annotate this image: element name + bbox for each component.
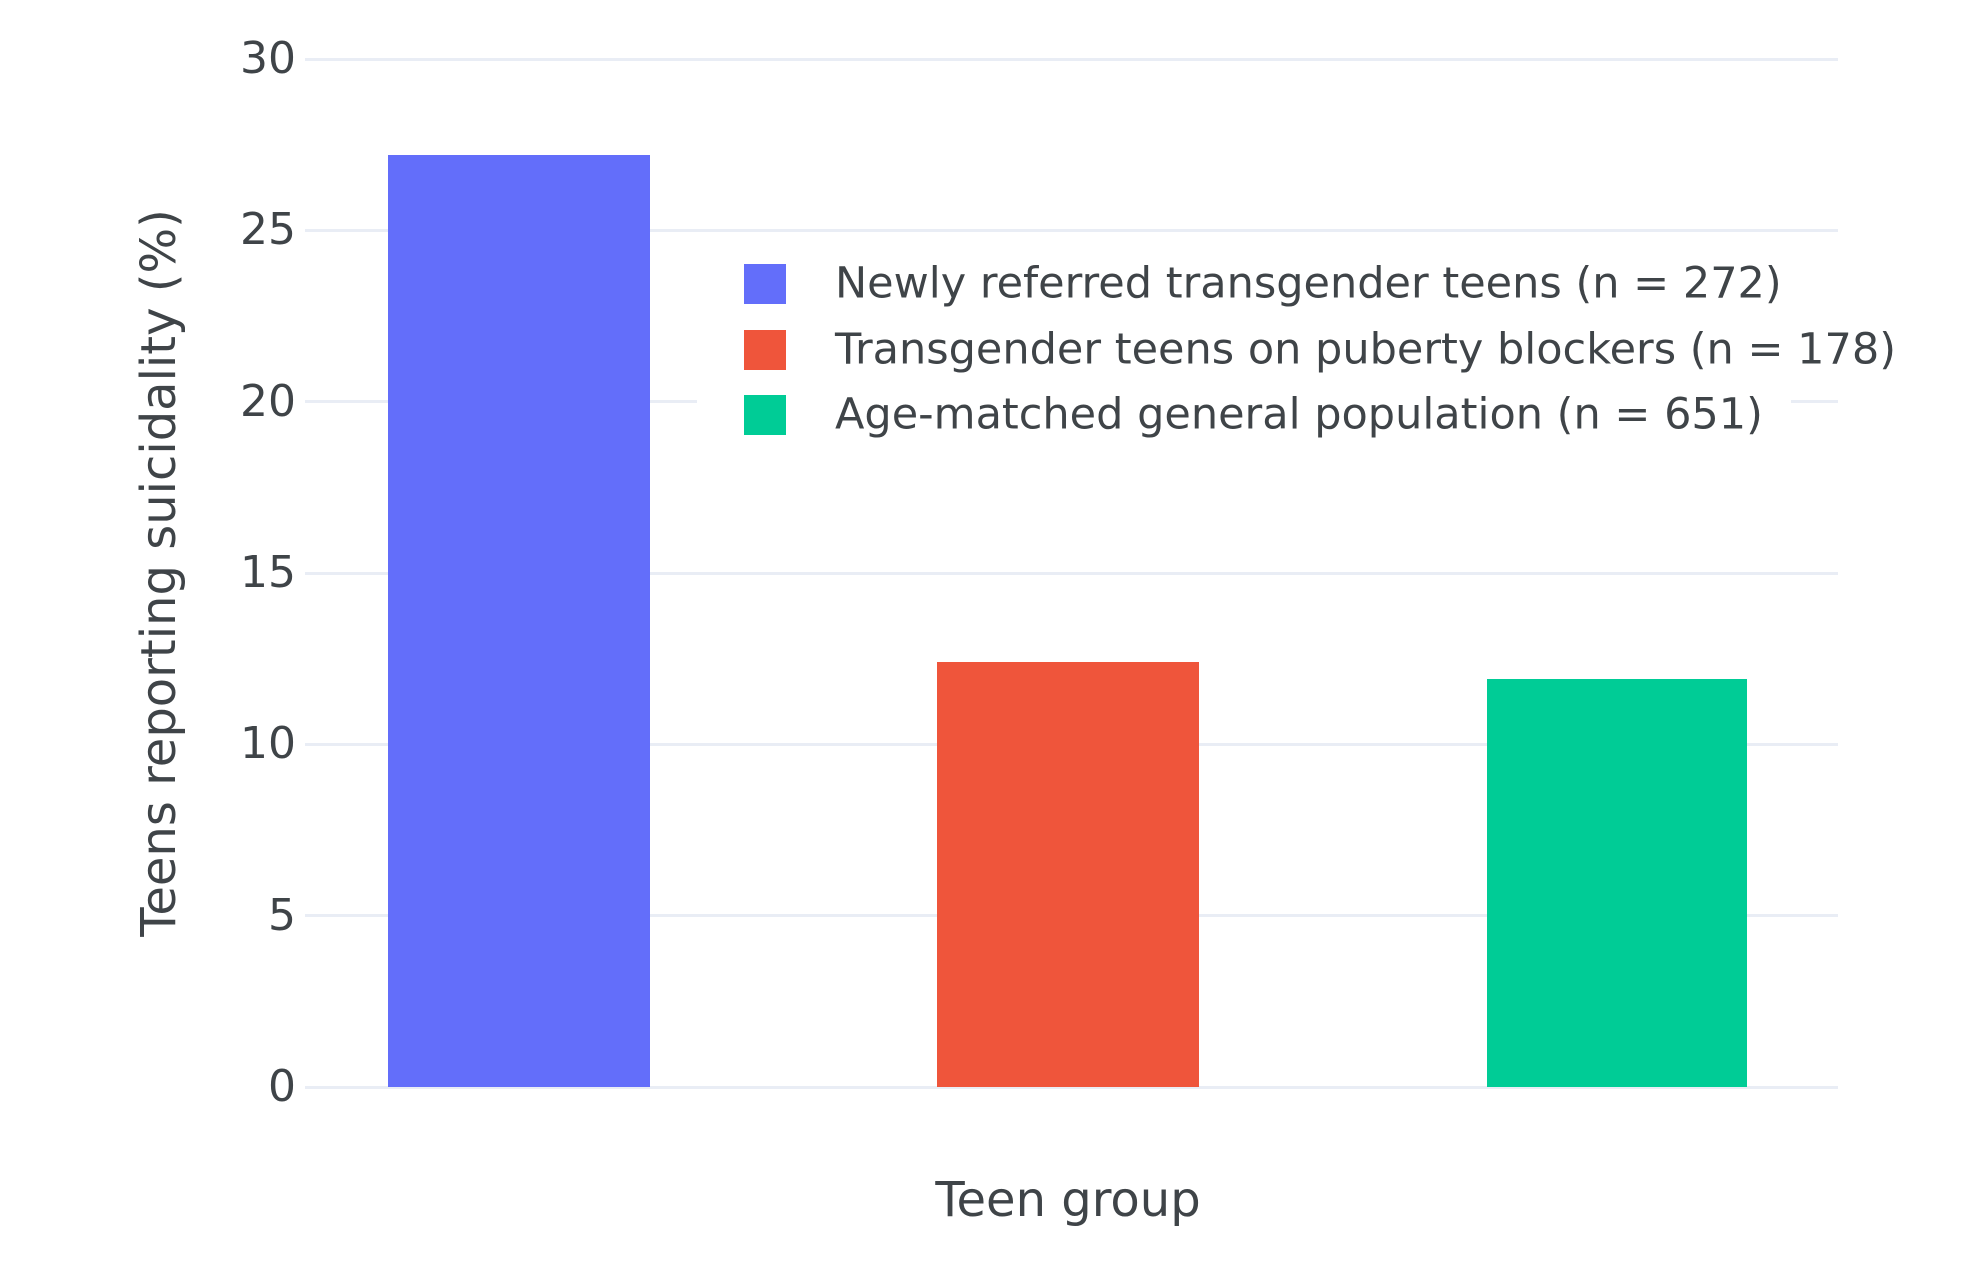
x-axis-zero-line: [305, 1085, 1838, 1089]
legend-item-1[interactable]: Newly referred transgender teens (n = 27…: [697, 258, 1791, 330]
y-tick-label: 0: [268, 1061, 296, 1112]
legend-swatch-icon: [744, 395, 786, 435]
y-tick-label: 20: [240, 375, 296, 427]
legend: Newly referred transgender teens (n = 27…: [697, 248, 1896, 448]
legend-label: Newly referred transgender teens (n = 27…: [835, 258, 1782, 309]
y-axis-title: Teens reporting suicidality (%): [131, 209, 188, 937]
legend-swatch-icon: [744, 264, 786, 304]
legend-label: Transgender teens on puberty blockers (n…: [835, 324, 1897, 374]
y-tick-label: 10: [240, 718, 296, 770]
y-tick-label: 30: [240, 33, 296, 84]
legend-item-3[interactable]: Age-matched general population (n = 651): [697, 389, 1791, 461]
legend-swatch-icon: [744, 329, 786, 370]
y-gridline: [305, 228, 1838, 232]
bar-1[interactable]: [388, 154, 650, 1087]
y-gridline: [305, 57, 1838, 61]
y-gridline: [305, 571, 1838, 575]
legend-label: Age-matched general population (n = 651): [835, 389, 1763, 440]
legend-item-2[interactable]: Transgender teens on puberty blockers (n…: [697, 328, 1896, 396]
bar-2[interactable]: [937, 662, 1199, 1087]
bar-3[interactable]: [1487, 679, 1747, 1087]
x-axis-title: Teen group: [935, 1172, 1201, 1228]
y-tick-label: 25: [240, 204, 296, 256]
y-tick-label: 15: [240, 547, 296, 598]
y-tick-label: 5: [268, 889, 296, 941]
